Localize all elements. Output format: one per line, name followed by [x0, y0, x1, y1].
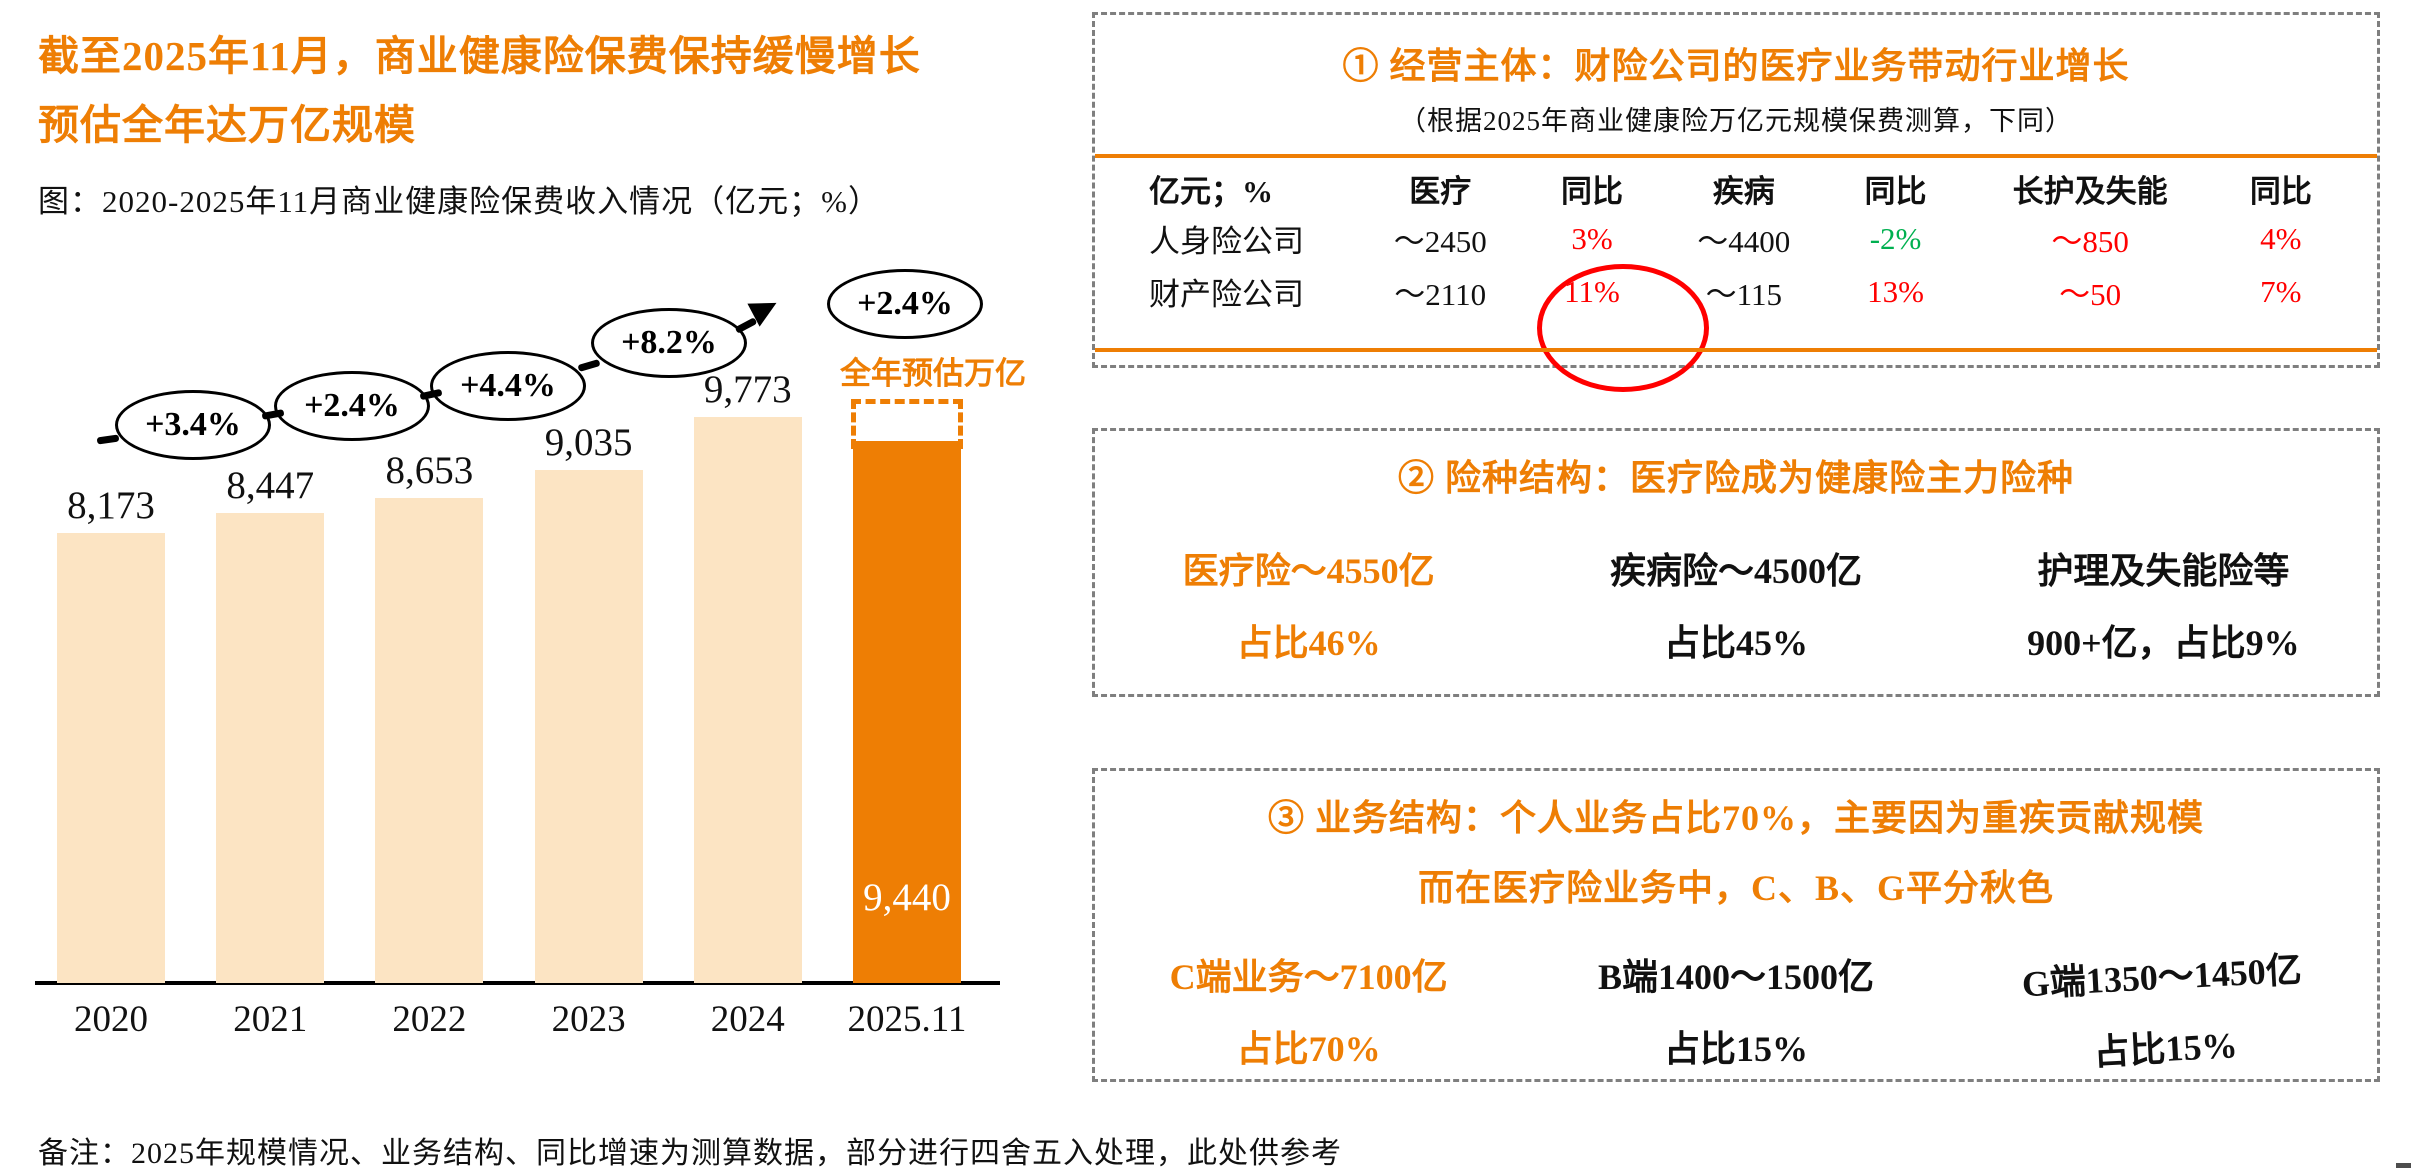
x-axis-line — [35, 981, 1000, 985]
bar-value-label: 8,173 — [67, 483, 155, 527]
panel1-title: ① 经营主体：财险公司的医疗业务带动行业增长 — [1342, 46, 2130, 86]
stat-line: 占比45% — [1663, 623, 1808, 663]
stat-line: 占比46% — [1236, 623, 1381, 663]
axis-label-2021: 2021 — [233, 999, 308, 1040]
table-cell: 13% — [1867, 273, 1924, 309]
stat-g-side: G端1350～1450亿 占比15% — [1946, 930, 2380, 1096]
estimate-dashed-box — [851, 398, 963, 450]
corner-mark — [2396, 1163, 2411, 1168]
panel1-top-rule — [1095, 154, 2377, 158]
table-header-yoy3: 同比 — [2249, 173, 2312, 209]
table-cell: ～4400 — [1697, 224, 1791, 259]
stat-line: 占比15% — [1663, 1029, 1808, 1069]
bar-2025.11 — [853, 441, 961, 983]
table-header-illness: 疾病 — [1712, 173, 1775, 209]
table-cell: ～2110 — [1394, 277, 1487, 312]
footnote: 备注：2025年规模情况、业务结构、同比增速为测算数据，部分进行四舍五入处理，此… — [38, 1137, 1342, 1170]
stat-b-side: B端1400～1500亿 占比15% — [1522, 941, 1949, 1085]
stat-medical: 医疗险～4550亿 占比46% — [1095, 535, 1522, 679]
stat-line: C端业务～7100亿 — [1169, 957, 1448, 997]
estimate-label: 全年预估万亿 — [840, 356, 1026, 391]
axis-label-2023: 2023 — [551, 999, 626, 1040]
table-cell: -2% — [1869, 220, 1922, 256]
bar-chart: 全年预估万亿 8,173 2020 8,447 2021 8,653 2022 9,035 2… — [0, 0, 1080, 1175]
page-title: 截至2025年11月，商业健康险保费保持缓慢增长 预估全年达万亿规模 — [38, 22, 921, 160]
table-header-unit: 亿元；% — [1149, 173, 1273, 209]
table-header-longcare: 长护及失能 — [2012, 173, 2168, 209]
panel1-subtitle: （根据2025年商业健康险万亿元规模保费测算，下同） — [1399, 106, 2073, 136]
table-cell: ～50 — [2059, 277, 2122, 312]
bar-2022 — [375, 498, 484, 983]
axis-label-2020: 2020 — [74, 999, 148, 1040]
axis-label-2024: 2024 — [710, 999, 785, 1040]
stat-line: 疾病险～4500亿 — [1609, 551, 1862, 591]
growth-connector — [734, 317, 758, 334]
bar-2024 — [693, 416, 802, 983]
bar-2021 — [216, 513, 325, 983]
table-cell: ～850 — [2051, 224, 2129, 259]
operators-table: 亿元；% 医疗 同比 疾病 同比 长护及失能 同比 人身险公司 ～2450 3%… — [1125, 164, 2347, 392]
panel3-title-line2: 而在医疗险业务中，C、B、G平分秋色 — [1417, 868, 2054, 908]
page-title-line1: 截至2025年11月，商业健康险保费保持缓慢增长 — [38, 33, 921, 79]
table-cell-circled: 11% — [1564, 273, 1620, 309]
bar-value-label: 9,773 — [703, 367, 792, 411]
table-cell: 人身险公司 — [1149, 224, 1304, 259]
page-title-line2: 预估全年达万亿规模 — [38, 102, 416, 148]
table-header-yoy2: 同比 — [1864, 173, 1927, 209]
panel-operators: ① 经营主体：财险公司的医疗业务带动行业增长 （根据2025年商业健康险万亿元规… — [1092, 12, 2380, 392]
growth-badge: +3.4% — [115, 390, 271, 460]
table-cell: 3% — [1571, 220, 1613, 256]
growth-connector — [96, 434, 120, 445]
table-cell: ～115 — [1705, 277, 1782, 312]
chart-caption: 图：2020-2025年11月商业健康险保费收入情况（亿元；%） — [38, 184, 880, 219]
stat-illness: 疾病险～4500亿 占比45% — [1522, 535, 1949, 679]
panel3-title-line1: ③ 业务结构：个人业务占比70%，主要因为重疾贡献规模 — [1267, 798, 2204, 838]
panel-business-mix: ③ 业务结构：个人业务占比70%，主要因为重疾贡献规模 而在医疗险业务中，C、B… — [1092, 768, 2380, 1082]
axis-label-2025.11: 2025.11 — [847, 999, 967, 1040]
growth-badge: +2.4% — [274, 371, 430, 441]
stat-line: 占比70% — [1236, 1029, 1381, 1069]
stat-line: 护理及失能险等 — [2037, 551, 2290, 591]
table-header-medical: 医疗 — [1409, 173, 1472, 209]
panel2-title: ② 险种结构：医疗险成为健康险主力险种 — [1397, 458, 2074, 498]
table-cell: 4% — [2260, 220, 2302, 256]
panel1-bottom-rule — [1095, 348, 2377, 352]
growth-badge: +4.4% — [430, 351, 586, 421]
table-cell: ～2450 — [1393, 224, 1487, 259]
bar-value-label: 9,035 — [544, 421, 633, 465]
stat-longcare: 护理及失能险等 900+亿，占比9% — [1950, 535, 2377, 679]
stat-line: 医疗险～4550亿 — [1182, 551, 1435, 591]
bar-2020 — [57, 532, 165, 983]
panel3-stats: C端业务～7100亿 占比70% B端1400～1500亿 占比15% G端13… — [1095, 941, 2377, 1085]
panel-product-mix: ② 险种结构：医疗险成为健康险主力险种 医疗险～4550亿 占比46% 疾病险～… — [1092, 428, 2380, 697]
panel2-stats: 医疗险～4550亿 占比46% 疾病险～4500亿 占比45% 护理及失能险等 … — [1095, 535, 2377, 679]
table-header-yoy1: 同比 — [1561, 173, 1623, 209]
table-cell: 7% — [2260, 273, 2302, 309]
stat-c-side: C端业务～7100亿 占比70% — [1095, 941, 1522, 1085]
bar-value-label: 8,447 — [226, 464, 315, 508]
growth-badge: +2.4% — [827, 269, 983, 339]
table-cell: 财产险公司 — [1149, 277, 1304, 312]
growth-connector — [577, 359, 601, 372]
growth-badge: +8.2% — [591, 308, 747, 378]
stat-line: 900+亿，占比9% — [2027, 623, 2300, 663]
bar-value-label: 8,653 — [385, 449, 474, 493]
stat-line: B端1400～1500亿 — [1597, 957, 1874, 997]
bar-value-label: 9,440 — [863, 876, 951, 919]
bar-2023 — [534, 470, 643, 983]
axis-label-2022: 2022 — [392, 999, 467, 1040]
